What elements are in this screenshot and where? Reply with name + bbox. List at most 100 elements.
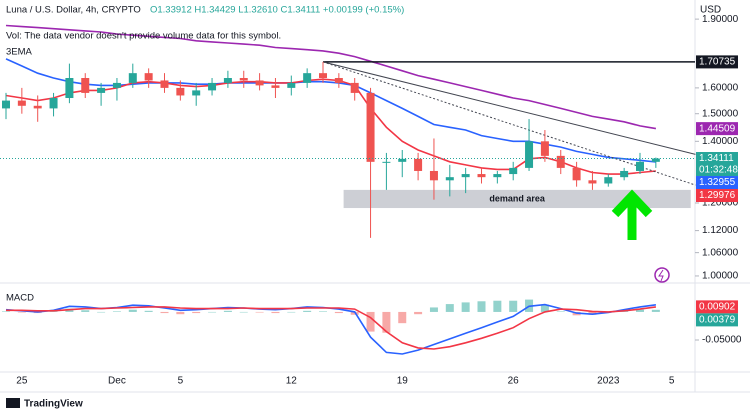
price-label-bg: [696, 55, 738, 69]
macd-histogram-bar: [556, 311, 565, 312]
candle-body: [239, 78, 248, 81]
macd-histogram-bar: [509, 300, 518, 312]
candle-body: [572, 167, 581, 181]
candle-body: [97, 87, 106, 93]
macd-histogram-bar: [303, 310, 312, 312]
macd-histogram-bar: [398, 311, 407, 324]
indicator-name: 3EMA: [6, 47, 33, 58]
macd-histogram-bar: [636, 309, 644, 312]
macd-histogram-bar: [176, 311, 185, 315]
currency: USD: [700, 5, 721, 16]
macd-histogram-bar: [319, 311, 327, 312]
price-label-bg: [696, 152, 738, 177]
y-tick-label: 1.60000: [702, 83, 739, 94]
candle-body: [398, 158, 407, 162]
brand[interactable]: TradingView: [24, 399, 83, 410]
candle-body: [366, 92, 375, 162]
ema-line: [5, 24, 657, 130]
plot-layer: 1.90000 1.60000 1.50000 1.40000 1.20000 1.120…: [0, 14, 742, 387]
macd-histogram-bar: [144, 310, 153, 312]
demand-area-label: demand area: [489, 193, 546, 203]
macd-label: 0.00902: [699, 302, 736, 313]
x-tick-label: 5: [178, 376, 184, 387]
macd-y-tick-label: -0.05000: [702, 335, 742, 346]
demand-area: [343, 189, 691, 209]
candle-body: [17, 100, 26, 106]
price-label: 1.44509: [699, 123, 736, 134]
tv-logo[interactable]: [6, 398, 20, 408]
candle-body: [604, 177, 613, 184]
candle-body: [192, 90, 201, 96]
macd-histogram-bar: [414, 311, 423, 315]
x-tick-label: 19: [397, 376, 409, 387]
macd-histogram-bar: [429, 307, 438, 312]
candle-body: [477, 174, 486, 178]
candle-body: [429, 170, 438, 181]
candle-body: [223, 78, 232, 83]
price-label: 1.29976: [699, 190, 736, 201]
macd-label-bg: [696, 300, 738, 314]
candle-body: [493, 174, 502, 178]
macd-label-bg: [696, 313, 738, 327]
candle-body: [303, 73, 312, 83]
macd-histogram-bar: [255, 311, 264, 313]
alert-icon[interactable]: [654, 267, 670, 283]
symbol: Luna / U.S. Dollar, 4h, CRYPTO: [6, 5, 141, 16]
macd-histogram-bar: [223, 310, 232, 312]
macd-histogram-bar: [239, 311, 248, 313]
macd-histogram-bar: [192, 311, 201, 314]
x-tick-label: 26: [508, 376, 520, 387]
macd-histogram-bar: [366, 311, 375, 332]
candle-body: [445, 177, 454, 181]
macd-histogram-bar: [651, 309, 660, 312]
macd-histogram-bar: [97, 311, 106, 313]
macd-histogram-bar: [493, 300, 502, 312]
candle-body: [350, 82, 359, 93]
candle-body: [509, 167, 518, 175]
macd-histogram-bar: [2, 311, 10, 312]
candle-body: [414, 158, 423, 171]
candle-body: [319, 73, 327, 79]
candle-body: [81, 78, 90, 93]
candle-body: [334, 78, 343, 83]
candle-body: [112, 82, 121, 88]
dotted-line: [322, 61, 696, 186]
macd-histogram-bar: [540, 304, 549, 312]
y-tick-label: 1.50000: [702, 108, 739, 119]
macd-histogram-bar: [461, 302, 470, 312]
candle-body: [208, 82, 217, 91]
x-tick-label: 5: [669, 376, 675, 387]
candle-body: [160, 80, 169, 88]
trend-line: [322, 61, 696, 155]
candle-body: [461, 174, 470, 178]
macd-histogram-bar: [208, 311, 217, 313]
x-tick-label: 12: [286, 376, 298, 387]
price-label-bg: [696, 122, 738, 136]
x-tick-label: 25: [16, 376, 28, 387]
macd-histogram-bar: [334, 311, 343, 314]
macd-title: MACD: [6, 293, 34, 304]
y-tick-label: 1.40000: [702, 136, 739, 147]
macd-histogram-bar: [287, 311, 296, 313]
y-tick-label: 1.90000: [702, 14, 739, 25]
x-tick-label: Dec: [108, 376, 126, 387]
alert-icon-bolt: [658, 269, 664, 282]
price-label-bg: [696, 176, 738, 190]
macd-histogram-bar: [382, 311, 391, 333]
macd-histogram-bar: [81, 310, 90, 312]
candle-body: [525, 141, 534, 168]
macd-histogram-bar: [588, 311, 597, 315]
macd-histogram-bar: [477, 301, 486, 312]
macd-label: 0.00379: [699, 315, 736, 326]
candle-body: [255, 80, 264, 86]
green-arrow: [611, 189, 653, 240]
candle-body: [588, 180, 597, 184]
price-label: 1.32955: [699, 177, 736, 188]
ohlc: O1.33912 H1.34429 L1.32610 C1.34111 +0.0…: [150, 5, 404, 16]
candle-body: [271, 85, 280, 88]
price-label: 1.70735: [699, 57, 736, 68]
macd-histogram-bar: [271, 311, 280, 314]
candle-body: [176, 87, 185, 96]
candle-body: [49, 98, 58, 109]
candle-body: [2, 100, 10, 109]
